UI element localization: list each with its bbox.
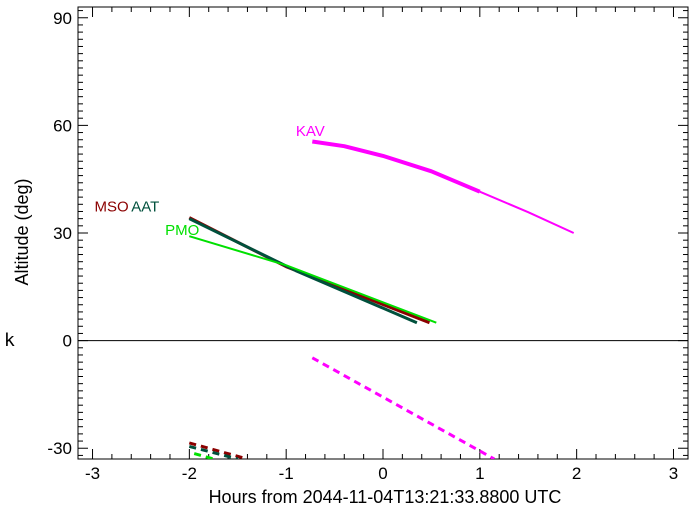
x-tick-label: -1 — [279, 464, 294, 483]
series-label-mso: MSO — [94, 198, 128, 215]
x-tick-label: 3 — [669, 464, 678, 483]
x-axis-title: Hours from 2044-11-04T13:21:33.8800 UTC — [209, 487, 562, 507]
series-label-pmo: PMO — [165, 222, 199, 239]
series-line-kav-thick — [312, 139, 481, 194]
series-line-kav-dashed — [311, 356, 496, 459]
y-tick-label: 60 — [53, 116, 72, 135]
stray-label: k — [4, 330, 15, 351]
x-tick-label: -3 — [85, 464, 100, 483]
y-tick-label: 90 — [53, 9, 72, 28]
x-tick-label: 2 — [572, 464, 581, 483]
y-tick-label: -30 — [47, 439, 72, 458]
x-tick-label: -2 — [182, 464, 197, 483]
y-tick-label: 0 — [63, 332, 72, 351]
series-line-pmo-dashed — [193, 452, 215, 459]
series-label-kav: KAV — [296, 123, 325, 140]
series-label-aat: AAT — [131, 198, 159, 215]
plot-area: -3 -2 -1 0 1 2 3 -30 0 30 60 90 KAV MSO AAT PMO — [47, 6, 689, 483]
series-line-kav-thin — [479, 190, 575, 234]
series-line-aat-medium — [188, 217, 418, 325]
x-tick-label: 1 — [475, 464, 484, 483]
series-line-mso-dashed — [188, 441, 248, 459]
x-tick-label: 0 — [378, 464, 387, 483]
y-axis-title: Altitude (deg) — [12, 178, 32, 285]
series-line-pmo-thin — [189, 235, 437, 324]
y-tick-label: 30 — [53, 224, 72, 243]
series-line-aat-dashed — [188, 444, 239, 459]
